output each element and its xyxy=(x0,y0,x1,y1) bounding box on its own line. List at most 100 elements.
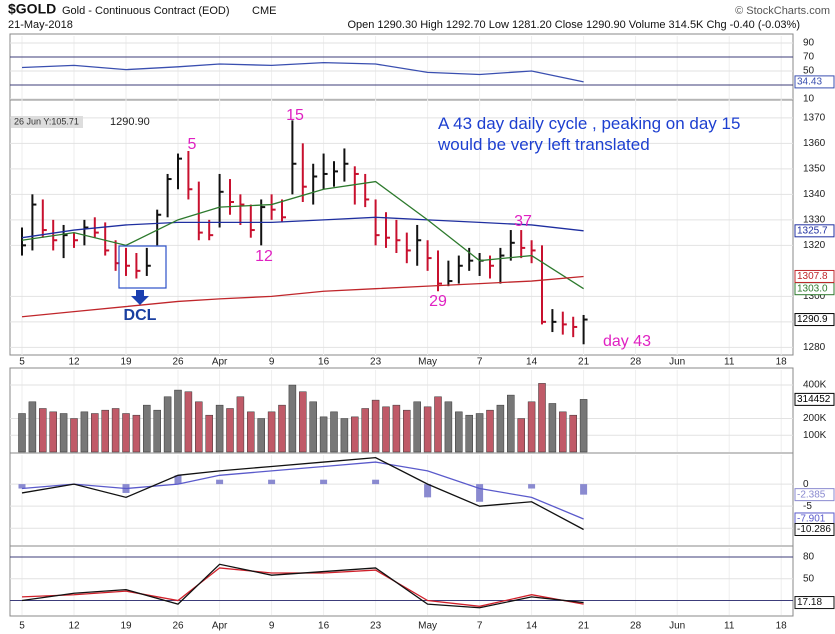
histogram-bar xyxy=(18,484,26,489)
volume-bar xyxy=(195,401,203,453)
x-tick-label: 11 xyxy=(724,357,735,368)
x-tick-label: 23 xyxy=(370,621,382,632)
volume-bar xyxy=(455,411,463,453)
series-line xyxy=(21,180,584,290)
histogram-bar xyxy=(216,479,224,485)
volume-bar xyxy=(122,413,130,453)
x-tick-label: 19 xyxy=(120,357,132,368)
volume-bar xyxy=(392,404,401,453)
x-tick-label: 18 xyxy=(776,621,788,632)
volume-bar xyxy=(215,404,224,453)
frame xyxy=(9,33,794,101)
x-tick-label: 18 xyxy=(776,357,788,368)
y-tick-label: 1320 xyxy=(803,240,826,251)
y-tick-label: 80 xyxy=(803,552,815,563)
x-tick-label: 26 xyxy=(172,357,184,368)
x-tick-label: 16 xyxy=(318,621,330,632)
volume-bar xyxy=(538,383,546,453)
y-tick-label: -5 xyxy=(803,501,812,512)
value-tag-label: 314452 xyxy=(797,394,831,405)
dcl-label: DCL xyxy=(124,307,157,324)
value-tag-label: 34.43 xyxy=(797,77,822,88)
x-tick-label: 28 xyxy=(630,357,642,368)
cycle-label: 37 xyxy=(514,213,532,230)
y-tick-label: 50 xyxy=(803,66,815,77)
x-tick-label: 7 xyxy=(477,621,483,632)
cycle-label: 15 xyxy=(286,107,304,124)
volume-bar xyxy=(278,404,286,453)
histogram-bar xyxy=(528,484,536,489)
cycle-label: 12 xyxy=(255,248,273,265)
volume-bar xyxy=(132,414,141,453)
x-tick-label: 9 xyxy=(269,621,275,632)
y-tick-label: 200K xyxy=(803,413,827,424)
panel-frames xyxy=(9,33,794,617)
value-tag xyxy=(794,392,835,406)
symbol: $GOLD xyxy=(8,1,56,17)
value-tag xyxy=(794,596,835,610)
plot: 5 5 12 12 19 19 26 26 Apr Apr 9 9 16 16 23 23 May May 7 7 14… xyxy=(10,36,835,632)
value-tag xyxy=(794,522,835,536)
volume-bar xyxy=(517,418,525,453)
series-line xyxy=(21,563,584,609)
volume-bar xyxy=(413,401,421,453)
y-tick-label: 10 xyxy=(803,94,815,105)
volume-bar xyxy=(226,408,234,453)
quote: Open 1290.30 High 1292.70 Low 1281.20 Cl… xyxy=(347,19,800,31)
volume-bar xyxy=(70,418,78,453)
value-tag-label: 1303.0 xyxy=(797,283,828,294)
cycle-label: 5 xyxy=(188,136,197,153)
volume-bar xyxy=(351,416,359,453)
y-tick-label: 50 xyxy=(803,573,815,584)
volume-bar xyxy=(174,389,182,453)
value-tag-label: -2.385 xyxy=(797,489,826,500)
x-tick-label: 26 xyxy=(172,621,184,632)
volume-bar xyxy=(257,418,265,453)
x-tick-label: 21 xyxy=(578,621,590,632)
x-tick-label: Apr xyxy=(212,357,228,368)
volume-bar xyxy=(382,406,390,453)
volume-bar xyxy=(403,409,411,453)
x-tick-label: 12 xyxy=(68,621,80,632)
y-tick-label: 1350 xyxy=(803,163,826,174)
volume-bar xyxy=(28,401,37,453)
volume-bar xyxy=(423,406,432,453)
series-line xyxy=(21,61,584,83)
volume-bar xyxy=(444,401,453,453)
x-tick-label: 19 xyxy=(120,621,132,632)
volume-bar xyxy=(569,414,577,453)
volume-bar xyxy=(163,396,172,453)
y-tick-label: 70 xyxy=(803,52,815,63)
legend-last: 1290.90 xyxy=(110,116,150,128)
volume-bar xyxy=(236,396,245,453)
histogram-bar xyxy=(320,479,328,485)
dcl-box xyxy=(118,245,167,289)
value-tag-label: 17.18 xyxy=(797,597,822,608)
x-tick-label: 5 xyxy=(19,621,25,632)
frame xyxy=(9,545,794,617)
series-line xyxy=(21,461,584,520)
exchange: CME xyxy=(252,5,276,17)
x-tick-label: Jun xyxy=(669,621,685,632)
volume-bar xyxy=(507,394,515,453)
x-tick-label: 5 xyxy=(19,357,25,368)
volume-bar xyxy=(299,391,307,453)
frame xyxy=(9,99,794,356)
value-tag-label: -7.901 xyxy=(797,514,826,525)
volume-bar xyxy=(559,411,567,453)
x-tick-label: 23 xyxy=(370,357,382,368)
x-tick-label: Jun xyxy=(669,357,685,368)
value-tag-label: 1307.8 xyxy=(797,271,828,282)
volume-bar xyxy=(267,411,276,453)
instrument-name: Gold - Continuous Contract (EOD) xyxy=(62,5,230,17)
x-tick-label: May xyxy=(418,621,437,632)
y-tick-label: 1280 xyxy=(803,342,826,353)
volume-bar xyxy=(475,413,484,453)
histogram-bar xyxy=(174,475,182,485)
x-tick-label: Apr xyxy=(212,621,228,632)
volume-bar xyxy=(49,411,57,453)
x-tick-label: 14 xyxy=(526,621,538,632)
x-tick-label: May xyxy=(418,357,437,368)
histogram-bar xyxy=(424,484,432,498)
